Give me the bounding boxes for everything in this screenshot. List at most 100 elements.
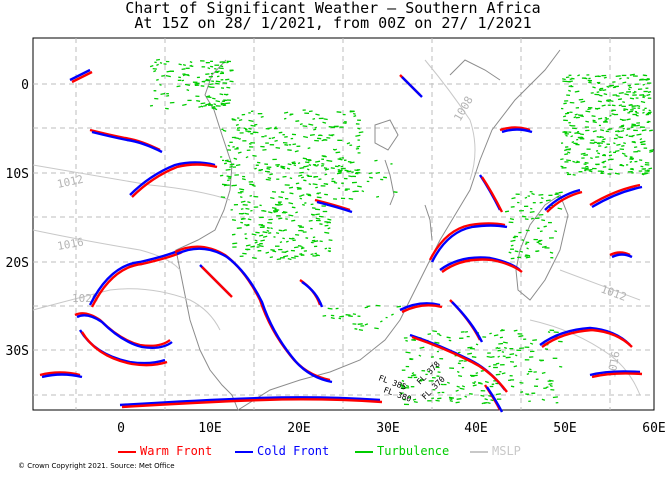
turbulence-mark [238, 118, 243, 122]
front-segment [71, 70, 93, 84]
turbulence-mark [356, 145, 361, 148]
turbulence-mark [286, 167, 291, 170]
turbulence-mark [574, 90, 580, 93]
turbulence-mark [571, 127, 577, 130]
turbulence-mark [616, 143, 621, 146]
turbulence-mark [419, 378, 425, 381]
turbulence-mark [155, 58, 161, 61]
lon-tick-label: 20E [287, 421, 310, 436]
turbulence-mark [519, 381, 524, 384]
turbulence-mark [260, 239, 265, 242]
turbulence-mark [627, 88, 631, 91]
turbulence-mark [275, 146, 281, 149]
turbulence-mark [203, 104, 207, 107]
lon-tick-label: 0 [117, 421, 125, 436]
turbulence-mark [438, 334, 442, 337]
turbulence-mark [619, 125, 625, 128]
turbulence-mark [267, 176, 272, 180]
turbulence-mark [575, 161, 581, 164]
turbulence-mark [254, 241, 258, 244]
turbulence-mark [552, 396, 558, 399]
turbulence-mark [342, 122, 347, 125]
legend-cold-label: Cold Front [257, 444, 330, 458]
turbulence-mark [189, 60, 193, 64]
turbulence-mark [318, 215, 324, 218]
turbulence-mark [225, 78, 230, 81]
turbulence-mark [308, 123, 314, 126]
turbulence-mark [640, 165, 644, 168]
turbulence-mark [563, 102, 567, 105]
turbulence-mark [391, 313, 394, 316]
turbulence-mark [289, 192, 294, 195]
turbulence-mark [635, 111, 639, 114]
turbulence-mark [214, 70, 220, 73]
turbulence-mark [255, 231, 260, 234]
turbulence-mark [597, 117, 603, 120]
turbulence-mark [521, 215, 527, 218]
turbulence-mark [610, 109, 615, 112]
turbulence-mark [292, 143, 297, 146]
lat-tick-label: 10S [6, 167, 29, 182]
turbulence-mark [376, 195, 380, 198]
africa-west-coast [175, 59, 239, 411]
turbulence-mark [596, 136, 602, 139]
turbulence-mark [245, 244, 251, 247]
coastlines [175, 49, 569, 411]
turbulence-mark [571, 77, 575, 80]
turbulence-mark [295, 182, 300, 185]
turbulence-mark [291, 161, 296, 164]
turbulence-mark [510, 239, 516, 243]
turbulence-mark [559, 365, 563, 368]
turbulence-mark [525, 256, 531, 259]
turbulence-mark [633, 90, 637, 93]
turbulence-mark [600, 129, 605, 132]
turbulence-mark [254, 167, 257, 170]
front-segment [174, 245, 331, 382]
turbulence-mark [568, 89, 571, 92]
lon-tick-label: 50E [553, 421, 576, 436]
turbulence-mark [642, 111, 645, 114]
turbulence-mark [238, 137, 241, 140]
turbulence-mark [220, 196, 226, 199]
turbulence-mark [282, 237, 285, 240]
turbulence-mark [245, 207, 250, 210]
turbulence-mark [601, 104, 606, 107]
turbulence-mark [618, 104, 622, 107]
turbulence-mark [647, 120, 651, 123]
turbulence-mark [622, 101, 626, 104]
turbulence-mark [597, 152, 601, 155]
turbulence-mark [226, 160, 232, 163]
turbulence-mark [339, 169, 343, 172]
turbulence-mark [337, 158, 343, 161]
turbulence-mark [366, 305, 371, 308]
turbulence-mark [504, 210, 510, 213]
turbulence-mark [495, 362, 500, 365]
lon-tick-label: 60E [642, 421, 665, 436]
turbulence-mark [364, 323, 369, 326]
turbulence-mark [261, 209, 265, 212]
turbulence-mark [245, 223, 250, 226]
turbulence-mark [437, 397, 442, 400]
turbulence-mark [301, 176, 305, 179]
turbulence-mark [603, 93, 608, 96]
turbulence-mark [405, 339, 408, 342]
turbulence-mark [549, 251, 554, 254]
turbulence-mark [319, 223, 323, 225]
turbulence-mark [569, 124, 572, 127]
turbulence-mark [248, 119, 254, 123]
turbulence-mark [537, 240, 542, 243]
turbulence-mark [270, 196, 275, 200]
front-segment [611, 253, 633, 259]
turbulence-mark [279, 203, 283, 206]
front-segment [301, 281, 324, 308]
turbulence-mark [413, 400, 418, 404]
turbulence-mark [300, 247, 305, 250]
turbulence-mark [541, 245, 547, 249]
turbulence-mark [578, 98, 584, 101]
turbulence-mark [577, 114, 583, 117]
turbulence-mark [295, 233, 300, 236]
turbulence-mark [402, 398, 406, 401]
turbulence-mark [475, 343, 479, 346]
turbulence-mark [513, 365, 518, 368]
turbulence-mark [315, 254, 320, 257]
